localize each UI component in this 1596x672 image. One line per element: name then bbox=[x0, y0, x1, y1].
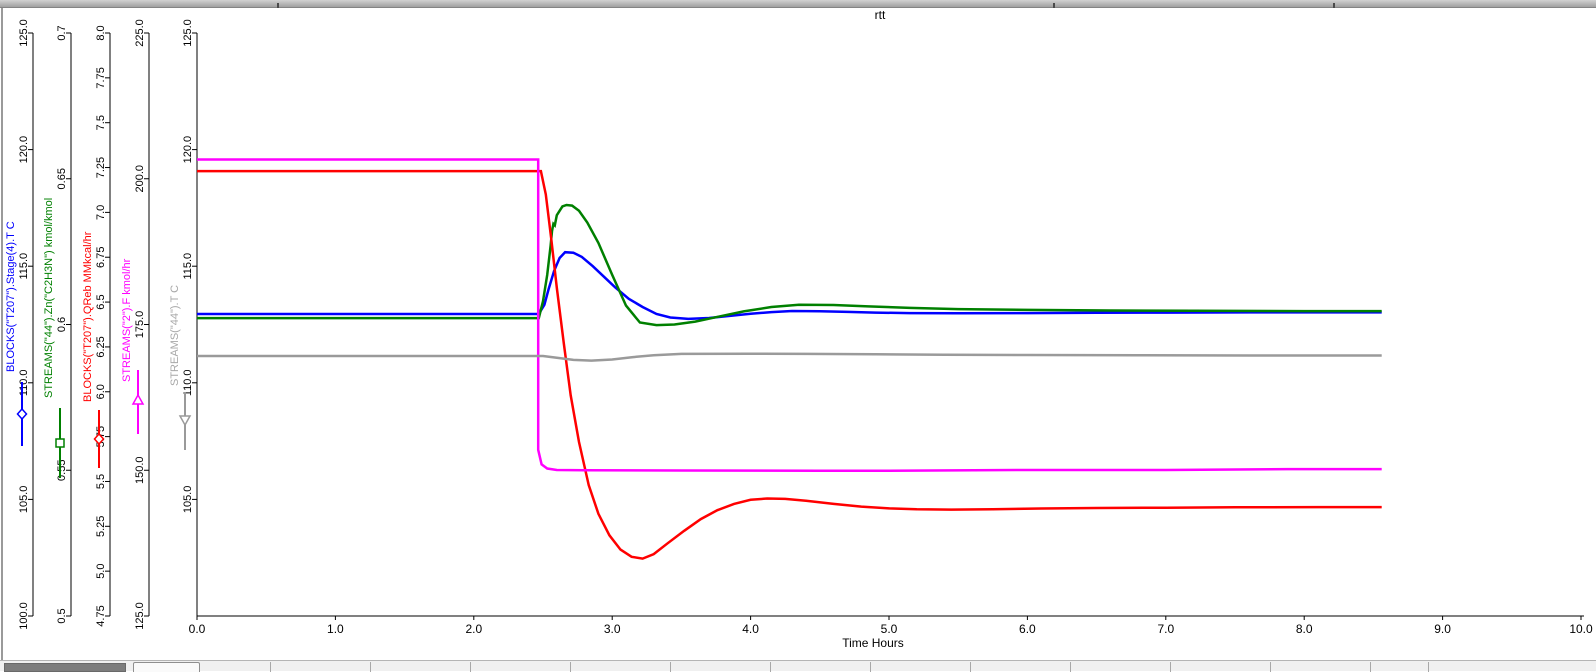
y-tick-label: 110.0 bbox=[182, 369, 194, 396]
panel-cell bbox=[670, 662, 771, 672]
panel-cell bbox=[970, 662, 1071, 672]
x-axis: 0.0 1.0 2.0 3.0 4.0 5.0 6.0 7.0 8.0 9.0 10.0 bbox=[189, 615, 1593, 636]
y-tick-label: 150.0 bbox=[134, 456, 146, 484]
x-tick-label: 0.0 bbox=[189, 622, 206, 636]
x-tick-label: 7.0 bbox=[1157, 622, 1174, 636]
y-axis-title: BLOCKS("T207").Stage(4).T C bbox=[5, 221, 17, 372]
y-axis-3: 4.755.05.255.55.756.06.256.56.757.07.257… bbox=[82, 25, 111, 627]
y-tick-label: 120.0 bbox=[18, 136, 30, 164]
y-tick-label: 0.5 bbox=[56, 608, 68, 623]
y-axis-title: BLOCKS("T207").QReb MMkcal/hr bbox=[82, 231, 94, 402]
y-axis-5: 105.0 110.0 115.0 120.0 125.0 STREAMS("44").T… bbox=[169, 19, 198, 616]
series-line-2 bbox=[197, 203, 1382, 327]
y-axis-title: STREAMS("44").T C bbox=[169, 285, 181, 386]
y-tick-label: 0.6 bbox=[56, 317, 68, 332]
y-tick-label: 7.5 bbox=[95, 115, 107, 130]
pane-divider-top bbox=[0, 0, 1596, 8]
y-tick-label: 7.75 bbox=[95, 67, 107, 88]
series-line-5 bbox=[197, 352, 1382, 362]
series-line-3 bbox=[197, 169, 1382, 560]
x-tick-label: 9.0 bbox=[1434, 622, 1451, 636]
square-marker bbox=[55, 438, 65, 448]
y-tick-label: 7.0 bbox=[95, 205, 107, 220]
panel-cell bbox=[370, 662, 471, 672]
y-tick-label: 100.0 bbox=[18, 602, 30, 630]
x-axis-label: Time Hours bbox=[842, 636, 904, 650]
panel-cell bbox=[270, 662, 371, 672]
y-tick-label: 200.0 bbox=[134, 165, 146, 193]
series-line-4 bbox=[197, 158, 1382, 473]
panel-button[interactable] bbox=[133, 662, 200, 672]
y-tick-label: 0.55 bbox=[56, 460, 68, 481]
y-tick-label: 125.0 bbox=[18, 19, 30, 47]
y-tick-label: 105.0 bbox=[18, 486, 30, 514]
y-axis-2: 0.5 0.55 0.6 0.65 0.7 STREAMS("44").Zn("C2H3N… bbox=[43, 25, 72, 624]
y-tick-label: 175.0 bbox=[134, 311, 146, 339]
panel-cell bbox=[1270, 662, 1371, 672]
x-tick-label: 5.0 bbox=[881, 622, 898, 636]
y-tick-label: 0.65 bbox=[56, 168, 68, 189]
triangle-up-marker bbox=[131, 393, 145, 405]
panel-cell bbox=[1370, 662, 1429, 672]
y-tick-label: 6.5 bbox=[95, 294, 107, 309]
x-tick-label: 6.0 bbox=[1019, 622, 1036, 636]
y-tick-label: 225.0 bbox=[134, 19, 146, 47]
y-tick-label: 8.0 bbox=[95, 25, 107, 40]
y-axis-4: 125.0 150.0 175.0 200.0 225.0 STREAMS("2").F … bbox=[121, 19, 150, 630]
pane-divider-tick bbox=[1053, 3, 1055, 8]
x-tick-label: 4.0 bbox=[742, 622, 759, 636]
y-tick-label: 5.0 bbox=[95, 564, 107, 579]
y-axis-title: STREAMS("2").F kmol/hr bbox=[121, 258, 133, 382]
x-tick-label: 2.0 bbox=[465, 622, 482, 636]
y-tick-label: 110.0 bbox=[18, 369, 30, 396]
panel-cell bbox=[870, 662, 971, 672]
x-tick-label: 8.0 bbox=[1296, 622, 1313, 636]
y-tick-label: 125.0 bbox=[182, 19, 194, 47]
y-tick-label: 6.0 bbox=[95, 384, 107, 399]
series-line-1 bbox=[197, 250, 1382, 321]
diamond-marker bbox=[16, 407, 28, 421]
y-tick-label: 115.0 bbox=[182, 253, 194, 280]
y-axis-1: 100.0 105.0 110.0 115.0 120.0 125.0 BLOCKS("T2… bbox=[5, 19, 34, 630]
x-tick-label: 10.0 bbox=[1569, 622, 1593, 636]
y-tick-label: 5.5 bbox=[95, 474, 107, 489]
pane-divider-tick bbox=[1333, 3, 1335, 8]
y-tick-label: 105.0 bbox=[182, 486, 194, 514]
bottom-panel bbox=[0, 660, 1596, 672]
panel-cell bbox=[470, 662, 571, 672]
x-tick-label: 3.0 bbox=[604, 622, 621, 636]
pane-divider-tick bbox=[277, 3, 279, 8]
panel-cell bbox=[570, 662, 671, 672]
plot-title: rtt bbox=[874, 8, 886, 22]
y-tick-label: 125.0 bbox=[134, 602, 146, 630]
y-tick-label: 0.7 bbox=[56, 25, 68, 40]
panel-cell bbox=[1170, 662, 1271, 672]
panel-cell bbox=[1070, 662, 1171, 672]
y-tick-label: 7.25 bbox=[95, 157, 107, 178]
y-tick-label: 6.75 bbox=[95, 247, 107, 268]
panel-cell bbox=[770, 662, 871, 672]
x-tick-label: 1.0 bbox=[327, 622, 344, 636]
y-tick-label: 115.0 bbox=[18, 253, 30, 280]
window-left-border bbox=[1, 8, 3, 660]
y-tick-label: 4.75 bbox=[95, 605, 107, 626]
diamond-marker bbox=[93, 432, 105, 446]
y-tick-label: 6.25 bbox=[95, 336, 107, 357]
y-tick-label: 120.0 bbox=[182, 136, 194, 164]
y-axis-title: STREAMS("44").Zn("C2H3N") kmol/kmol bbox=[43, 198, 55, 398]
panel-cell bbox=[203, 662, 271, 672]
triangle-down-marker bbox=[178, 415, 192, 427]
y-tick-label: 5.25 bbox=[95, 516, 107, 537]
